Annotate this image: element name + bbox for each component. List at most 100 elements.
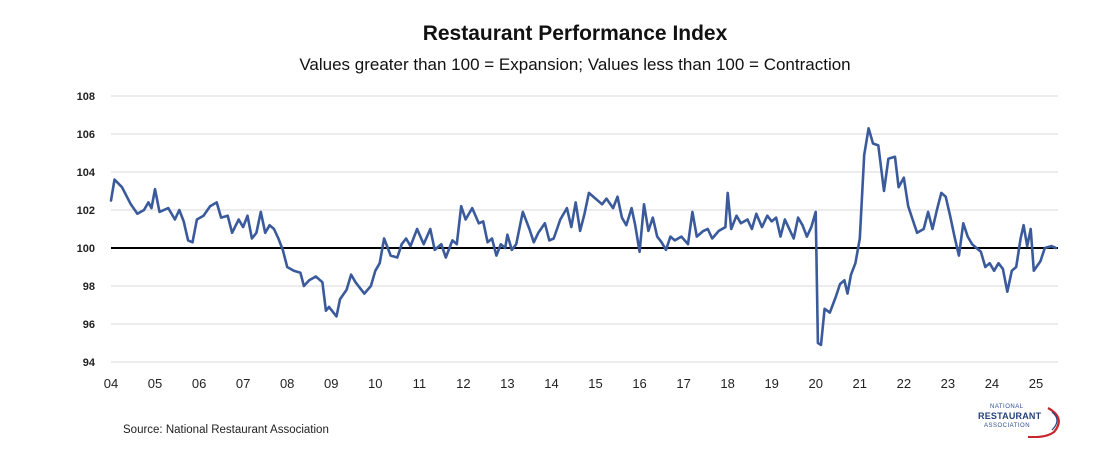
data-point (702, 230, 705, 232)
data-point (143, 209, 145, 211)
data-point (216, 201, 218, 203)
x-tick-label: 10 (368, 376, 382, 391)
data-point (506, 234, 508, 236)
data-point (1023, 224, 1025, 226)
data-point (643, 203, 645, 205)
data-point (548, 239, 550, 241)
data-point (740, 222, 742, 224)
data-point (820, 344, 822, 346)
data-point (1020, 237, 1022, 240)
data-point (416, 228, 418, 230)
data-point (801, 224, 804, 226)
data-point (110, 199, 112, 202)
data-point (174, 218, 176, 221)
data-point (1050, 245, 1052, 247)
y-tick-label: 94 (83, 357, 96, 369)
data-point (1002, 268, 1004, 270)
data-point (993, 270, 995, 272)
data-point (711, 237, 713, 240)
data-point (136, 213, 138, 215)
data-point (746, 218, 749, 221)
data-point (471, 207, 473, 209)
data-point (634, 224, 636, 226)
data-point (980, 251, 982, 253)
data-point (616, 196, 619, 198)
data-point (854, 262, 857, 264)
data-point (989, 262, 991, 264)
data-point (478, 222, 480, 224)
data-point (923, 228, 925, 230)
chart-title: Restaurant Performance Index (422, 22, 728, 45)
x-tick-label: 07 (236, 376, 250, 391)
data-point (227, 215, 229, 217)
data-point (350, 274, 352, 276)
data-point (504, 247, 506, 249)
data-point (495, 255, 497, 257)
data-point (984, 266, 986, 268)
x-tick-label: 15 (588, 376, 602, 391)
data-point (465, 218, 467, 221)
data-point (839, 283, 841, 285)
x-tick-label: 25 (1029, 376, 1043, 391)
x-tick-label: 22 (897, 376, 911, 391)
data-point (997, 262, 1000, 264)
data-point (579, 230, 581, 232)
x-tick-label: 12 (456, 376, 470, 391)
data-point (522, 211, 524, 213)
data-point (401, 243, 403, 245)
data-point (346, 289, 348, 291)
data-point (246, 215, 249, 217)
data-point (868, 127, 870, 129)
y-axis-tick-labels: 94 96 98 100 102 104 106 108 (77, 91, 96, 369)
data-point (727, 192, 729, 194)
logo-swoosh-icon (1027, 407, 1060, 438)
data-point (912, 218, 914, 221)
data-point (183, 220, 185, 222)
data-point (958, 255, 960, 257)
data-point (927, 211, 929, 213)
data-point (940, 192, 942, 194)
data-point (487, 241, 489, 243)
data-point (440, 243, 442, 245)
data-point (202, 215, 205, 217)
data-point (429, 228, 431, 230)
data-point (665, 249, 667, 251)
data-point (566, 207, 568, 209)
logo-text-restaurant: RESTAURANT (978, 411, 1042, 421)
data-point (903, 177, 905, 179)
data-point (158, 211, 161, 213)
data-point (335, 315, 338, 317)
source-note: Source: National Restaurant Association (123, 424, 329, 436)
data-point (788, 228, 790, 230)
data-point (949, 215, 951, 217)
x-tick-label: 21 (853, 376, 867, 391)
data-point (121, 186, 123, 188)
data-point (500, 243, 502, 245)
data-point (872, 142, 874, 145)
data-point (735, 215, 738, 217)
data-point (1011, 270, 1013, 272)
data-point (797, 217, 799, 219)
y-tick-label: 108 (77, 91, 95, 103)
data-point (260, 211, 262, 213)
x-tick-label: 08 (280, 376, 294, 391)
data-point (621, 217, 623, 219)
data-point (877, 144, 879, 146)
y-tick-label: 104 (77, 167, 96, 179)
data-point (761, 226, 763, 228)
data-point (931, 228, 934, 230)
data-point (707, 228, 709, 230)
data-point (784, 218, 786, 221)
logo-text-national: NATIONAL (990, 404, 1024, 410)
x-tick-label: 06 (192, 376, 206, 391)
x-tick-label: 14 (544, 376, 558, 391)
data-point (835, 296, 837, 298)
data-point (434, 249, 436, 251)
data-point (559, 218, 561, 221)
gridlines (111, 95, 1058, 363)
data-point (456, 243, 458, 245)
data-point (829, 312, 831, 314)
data-point (639, 251, 641, 253)
data-point (396, 256, 398, 259)
